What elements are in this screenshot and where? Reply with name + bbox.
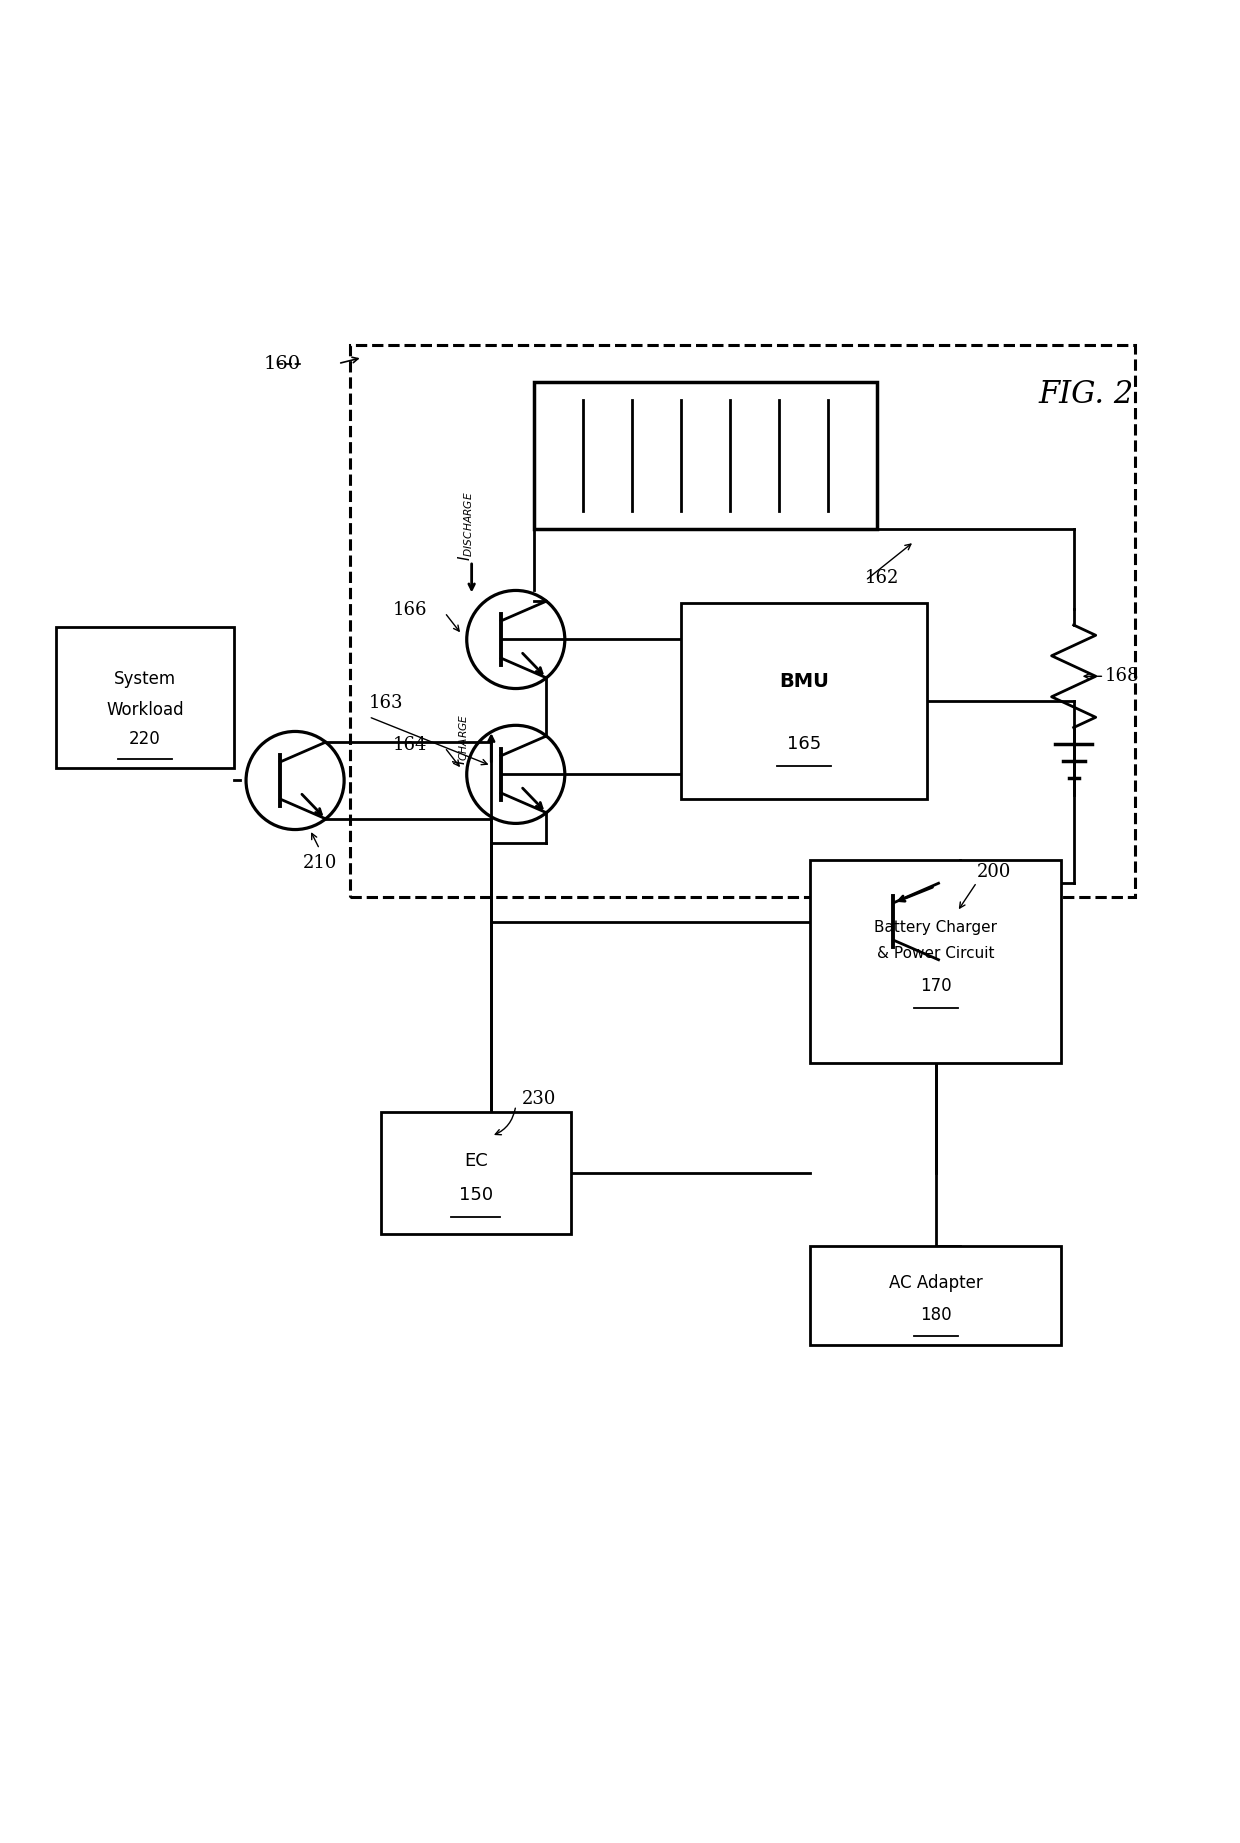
Text: $I_{CHARGE}$: $I_{CHARGE}$ — [451, 713, 470, 765]
Text: BMU: BMU — [779, 671, 828, 691]
Text: FIG. 2: FIG. 2 — [1038, 380, 1133, 409]
Text: EC: EC — [464, 1152, 487, 1170]
Text: 164: 164 — [393, 735, 428, 754]
Text: 165: 165 — [787, 735, 821, 754]
Text: 200: 200 — [977, 864, 1011, 881]
Text: 150: 150 — [459, 1185, 494, 1203]
Text: 163: 163 — [368, 693, 403, 711]
Text: 166: 166 — [393, 601, 428, 619]
Text: 180: 180 — [920, 1307, 951, 1323]
Text: 160: 160 — [264, 354, 301, 372]
Text: Battery Charger: Battery Charger — [874, 920, 997, 934]
Bar — [381, 1111, 570, 1235]
Bar — [350, 345, 1135, 898]
Text: 162: 162 — [866, 569, 899, 588]
Bar — [534, 382, 878, 529]
Text: System: System — [114, 671, 176, 687]
Bar — [681, 603, 926, 798]
Text: & Power Circuit: & Power Circuit — [877, 947, 994, 962]
Bar — [56, 627, 234, 769]
Text: 210: 210 — [303, 853, 337, 872]
Text: 220: 220 — [129, 730, 161, 748]
Text: AC Adapter: AC Adapter — [889, 1274, 982, 1292]
Text: Workload: Workload — [107, 700, 184, 719]
Text: 170: 170 — [920, 977, 951, 995]
Text: 230: 230 — [522, 1091, 557, 1108]
Bar — [810, 861, 1061, 1063]
Text: $I_{DISCHARGE}$: $I_{DISCHARGE}$ — [456, 492, 475, 560]
Text: 168: 168 — [1105, 667, 1138, 686]
Bar — [810, 1246, 1061, 1345]
